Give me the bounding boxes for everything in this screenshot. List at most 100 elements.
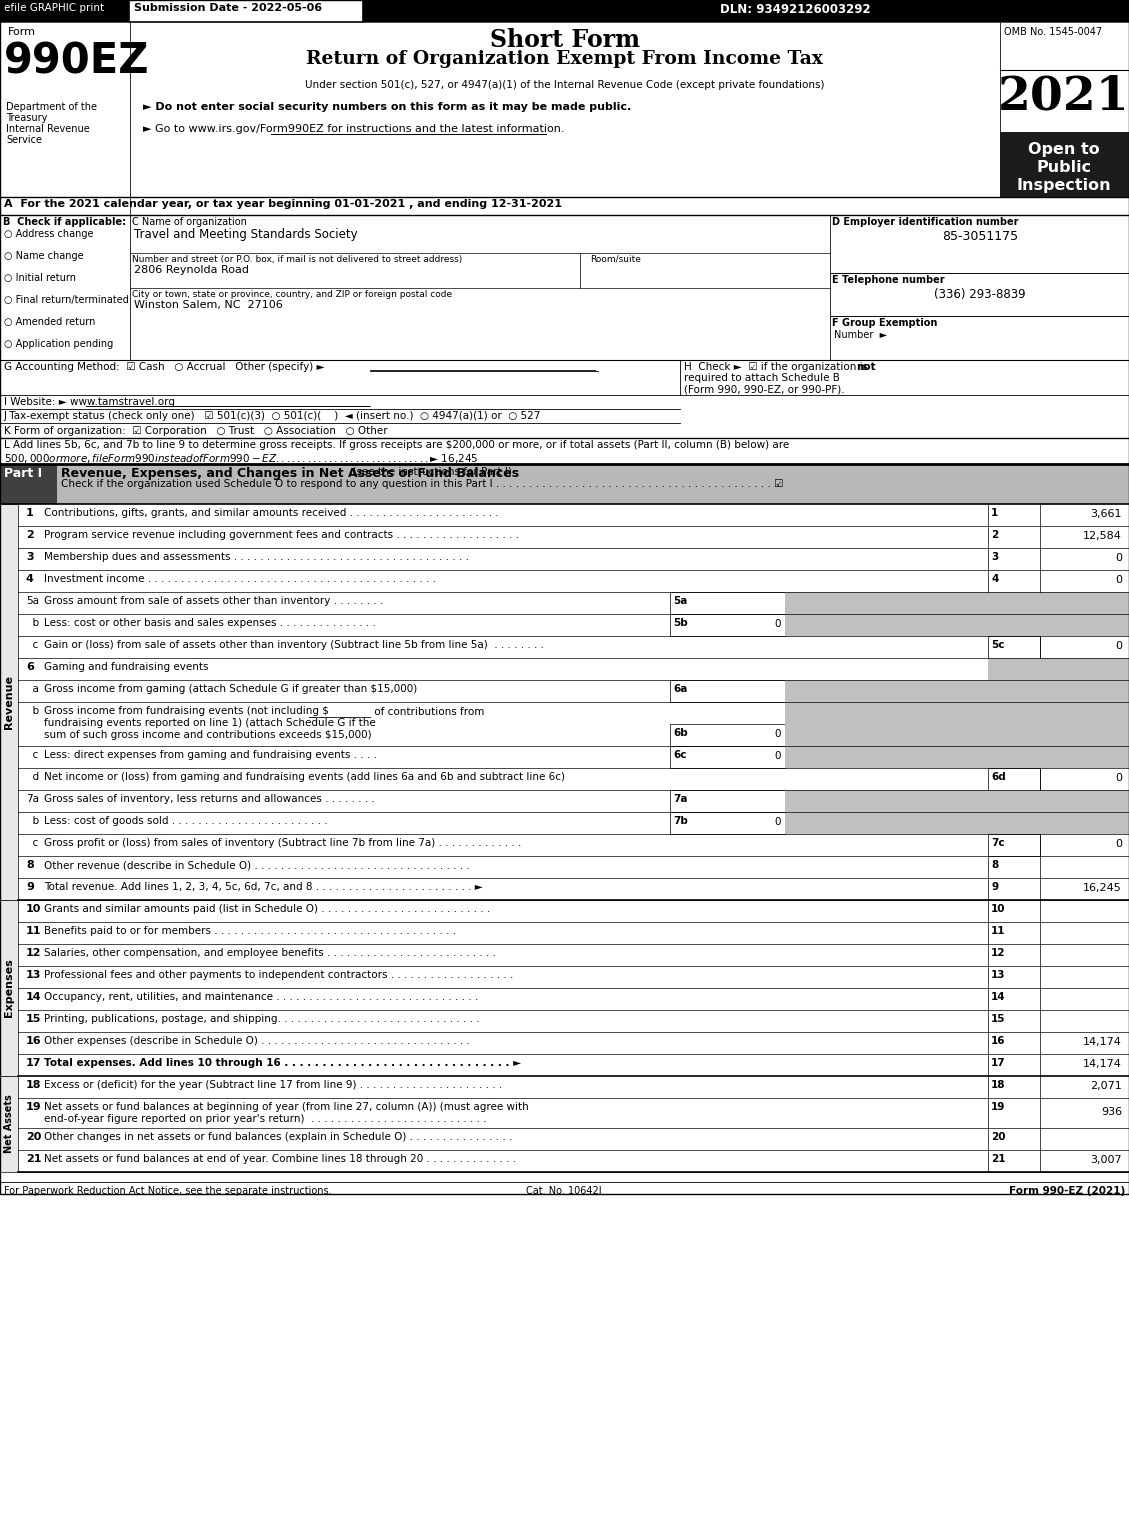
Text: 20: 20 [991, 1132, 1006, 1142]
Text: 12: 12 [991, 949, 1006, 958]
Text: 3: 3 [26, 552, 34, 563]
Text: 2,071: 2,071 [1091, 1081, 1122, 1090]
Text: DLN: 93492126003292: DLN: 93492126003292 [720, 3, 870, 15]
Text: 11: 11 [991, 926, 1006, 936]
Text: Other revenue (describe in Schedule O) . . . . . . . . . . . . . . . . . . . . .: Other revenue (describe in Schedule O) .… [44, 860, 470, 869]
Text: 18: 18 [991, 1080, 1006, 1090]
Text: 85-3051175: 85-3051175 [942, 230, 1018, 242]
Text: 12,584: 12,584 [1083, 531, 1122, 541]
Text: Total expenses. Add lines 10 through 16 . . . . . . . . . . . . . . . . . . . . : Total expenses. Add lines 10 through 16 … [44, 1058, 522, 1068]
Text: 14: 14 [991, 991, 1006, 1002]
Text: d: d [26, 772, 40, 782]
Text: C Name of organization: C Name of organization [132, 217, 247, 227]
Bar [669, 790, 785, 811]
Bar [0, 464, 56, 503]
Text: L Add lines 5b, 6c, and 7b to line 9 to determine gross receipts. If gross recei: L Add lines 5b, 6c, and 7b to line 9 to … [5, 441, 789, 450]
Text: 10: 10 [991, 904, 1006, 913]
Text: 15: 15 [991, 1014, 1006, 1023]
Text: b: b [26, 706, 40, 717]
Bar [0, 900, 18, 1077]
Text: D Employer identification number: D Employer identification number [832, 217, 1018, 227]
Text: fundraising events reported on line 1) (attach Schedule G if the: fundraising events reported on line 1) (… [44, 718, 376, 727]
Text: Service: Service [6, 136, 42, 145]
Bar [785, 746, 1129, 769]
Text: c: c [26, 839, 38, 848]
Text: Other changes in net assets or fund balances (explain in Schedule O) . . . . . .: Other changes in net assets or fund bala… [44, 1132, 513, 1142]
Bar [1000, 70, 1129, 133]
Text: sum of such gross income and contributions exceeds $15,000): sum of such gross income and contributio… [44, 730, 371, 740]
Bar [0, 0, 1129, 1194]
Bar [988, 636, 1077, 657]
Text: Net income or (loss) from gaming and fundraising events (add lines 6a and 6b and: Net income or (loss) from gaming and fun… [44, 772, 564, 782]
Text: ○ Amended return: ○ Amended return [5, 317, 95, 326]
Text: 1: 1 [991, 508, 998, 518]
Text: Gross income from gaming (attach Schedule G if greater than $15,000): Gross income from gaming (attach Schedul… [44, 685, 418, 694]
Text: 8: 8 [26, 860, 34, 869]
Text: 20: 20 [26, 1132, 42, 1142]
Text: 10: 10 [26, 904, 42, 913]
Bar [988, 657, 1129, 680]
Text: 2806 Reynolda Road: 2806 Reynolda Road [134, 265, 250, 274]
Bar [785, 680, 1129, 702]
Bar [988, 834, 1040, 856]
Text: (Form 990, 990-EZ, or 990-PF).: (Form 990, 990-EZ, or 990-PF). [684, 384, 844, 393]
Bar [0, 464, 1129, 503]
Text: c: c [26, 640, 38, 650]
Text: 19: 19 [26, 1103, 42, 1112]
Bar [785, 790, 1129, 811]
Text: H  Check ►  ☑ if the organization is: H Check ► ☑ if the organization is [684, 361, 872, 372]
Bar [830, 273, 1129, 316]
Bar [669, 680, 785, 702]
Text: 16,245: 16,245 [1083, 883, 1122, 894]
Text: Travel and Meeting Standards Society: Travel and Meeting Standards Society [134, 229, 358, 241]
Bar [830, 215, 1129, 273]
Text: Occupancy, rent, utilities, and maintenance . . . . . . . . . . . . . . . . . . : Occupancy, rent, utilities, and maintena… [44, 991, 479, 1002]
Bar [785, 615, 1129, 636]
Text: 21: 21 [26, 1154, 42, 1164]
Text: Cat. No. 10642I: Cat. No. 10642I [526, 1186, 602, 1196]
Text: Gross amount from sale of assets other than inventory . . . . . . . .: Gross amount from sale of assets other t… [44, 596, 384, 605]
Bar [785, 592, 1129, 615]
Text: ____________ of contributions from: ____________ of contributions from [308, 706, 484, 717]
Text: ► Go to www.irs.gov/Form990EZ for instructions and the latest information.: ► Go to www.irs.gov/Form990EZ for instru… [143, 124, 564, 134]
Bar [669, 811, 785, 834]
Text: Gross sales of inventory, less returns and allowances . . . . . . . .: Gross sales of inventory, less returns a… [44, 795, 375, 804]
Text: 2: 2 [26, 531, 34, 540]
Text: Investment income . . . . . . . . . . . . . . . . . . . . . . . . . . . . . . . : Investment income . . . . . . . . . . . … [44, 573, 436, 584]
Text: Gain or (loss) from sale of assets other than inventory (Subtract line 5b from l: Gain or (loss) from sale of assets other… [44, 640, 544, 650]
Text: ► Do not enter social security numbers on this form as it may be made public.: ► Do not enter social security numbers o… [143, 102, 631, 111]
Bar [130, 215, 830, 360]
Text: Contributions, gifts, grants, and similar amounts received . . . . . . . . . . .: Contributions, gifts, grants, and simila… [44, 508, 499, 518]
Text: G Accounting Method:  ☑ Cash   ○ Accrual   Other (specify) ►: G Accounting Method: ☑ Cash ○ Accrual Ot… [5, 361, 324, 372]
Text: 0: 0 [774, 619, 781, 628]
Text: City or town, state or province, country, and ZIP or foreign postal code: City or town, state or province, country… [132, 290, 452, 299]
Text: Short Form: Short Form [490, 27, 640, 52]
Text: 4: 4 [991, 573, 998, 584]
Text: Under section 501(c), 527, or 4947(a)(1) of the Internal Revenue Code (except pr: Under section 501(c), 527, or 4947(a)(1)… [305, 79, 825, 90]
Text: not: not [856, 361, 876, 372]
Text: Winston Salem, NC  27106: Winston Salem, NC 27106 [134, 300, 282, 310]
Text: 5b: 5b [673, 618, 688, 628]
Bar [669, 724, 785, 746]
Text: K Form of organization:  ☑ Corporation   ○ Trust   ○ Association   ○ Other: K Form of organization: ☑ Corporation ○ … [5, 425, 387, 436]
Text: 2021: 2021 [998, 75, 1129, 120]
Text: (336) 293-8839: (336) 293-8839 [934, 288, 1026, 300]
Text: Professional fees and other payments to independent contractors . . . . . . . . : Professional fees and other payments to … [44, 970, 514, 981]
Text: 16: 16 [26, 1035, 42, 1046]
Bar [988, 834, 1077, 856]
Text: Form 990-EZ (2021): Form 990-EZ (2021) [1008, 1186, 1124, 1196]
Text: c: c [26, 750, 38, 759]
Text: 12: 12 [26, 949, 42, 958]
Text: 6: 6 [26, 662, 34, 673]
Bar [669, 592, 785, 615]
Bar [0, 0, 1129, 21]
Bar [1000, 21, 1129, 70]
Text: 7a: 7a [26, 795, 40, 804]
Text: Net assets or fund balances at end of year. Combine lines 18 through 20 . . . . : Net assets or fund balances at end of ye… [44, 1154, 516, 1164]
Text: Membership dues and assessments . . . . . . . . . . . . . . . . . . . . . . . . : Membership dues and assessments . . . . … [44, 552, 469, 563]
Text: Excess or (deficit) for the year (Subtract line 17 from line 9) . . . . . . . . : Excess or (deficit) for the year (Subtra… [44, 1080, 502, 1090]
Text: 16: 16 [991, 1035, 1006, 1046]
Text: Less: cost of goods sold . . . . . . . . . . . . . . . . . . . . . . . .: Less: cost of goods sold . . . . . . . .… [44, 816, 327, 827]
Text: F Group Exemption: F Group Exemption [832, 319, 937, 328]
Text: Number  ►: Number ► [834, 329, 887, 340]
